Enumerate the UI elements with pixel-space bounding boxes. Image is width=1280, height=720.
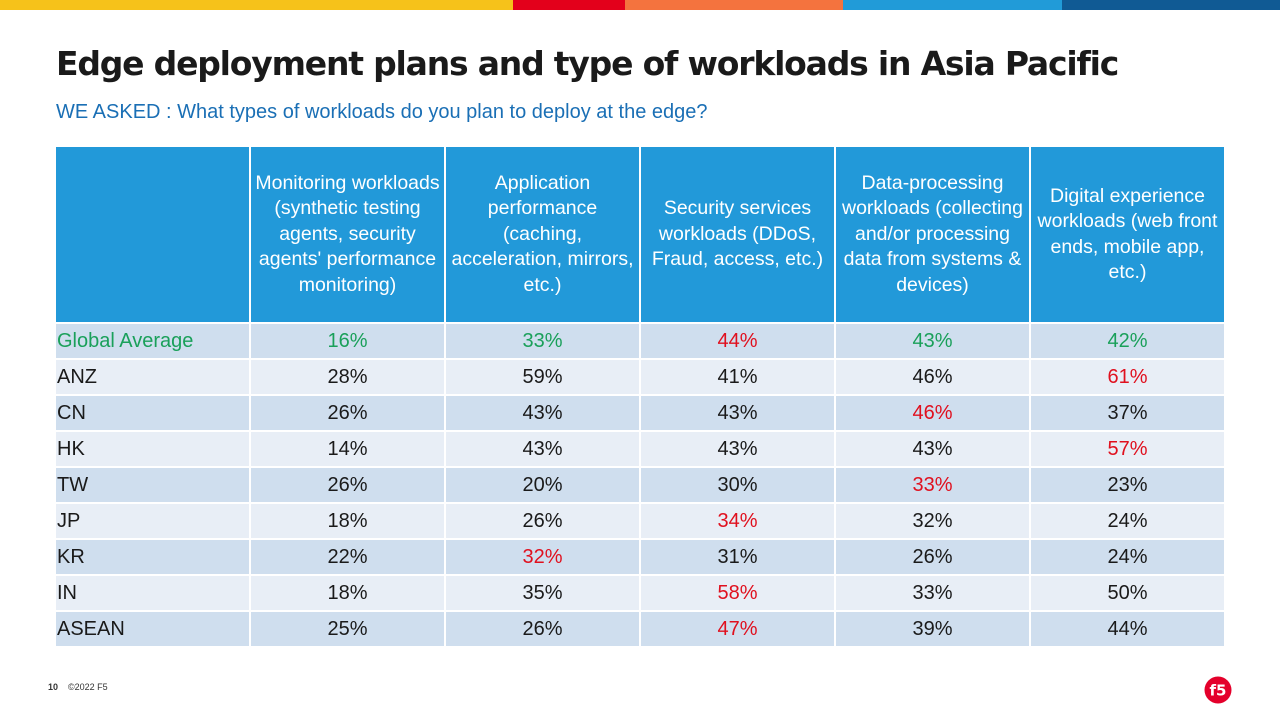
table-cell: 37% xyxy=(1031,396,1224,430)
table-cell: 44% xyxy=(641,324,834,358)
row-label: TW xyxy=(56,468,249,502)
table-row: ANZ 28% 59% 41% 46% 61% xyxy=(56,360,1224,394)
table-row: IN 18% 35% 58% 33% 50% xyxy=(56,576,1224,610)
table-cell: 59% xyxy=(446,360,639,394)
table-cell: 32% xyxy=(446,540,639,574)
row-label: ASEAN xyxy=(56,612,249,646)
table-cell: 43% xyxy=(836,432,1029,466)
f5-logo-icon: f5 xyxy=(1204,676,1232,704)
header-cell: Data-processing workloads (collecting an… xyxy=(836,147,1029,322)
footer: 10 ©2022 F5 xyxy=(48,682,108,692)
table-cell: 30% xyxy=(641,468,834,502)
table-cell: 43% xyxy=(641,432,834,466)
row-label: HK xyxy=(56,432,249,466)
table-cell: 46% xyxy=(836,360,1029,394)
survey-question: WE ASKED : What types of workloads do yo… xyxy=(56,101,708,123)
table-cell: 41% xyxy=(641,360,834,394)
table-cell: 26% xyxy=(251,396,444,430)
table-row: HK 14% 43% 43% 43% 57% xyxy=(56,432,1224,466)
table-header-row: Monitoring workloads (synthetic testing … xyxy=(56,147,1224,322)
table-cell: 25% xyxy=(251,612,444,646)
table-cell: 33% xyxy=(836,468,1029,502)
table-cell: 61% xyxy=(1031,360,1224,394)
row-label: Global Average xyxy=(56,324,249,358)
table-cell: 26% xyxy=(836,540,1029,574)
table-cell: 33% xyxy=(446,324,639,358)
table-cell: 46% xyxy=(836,396,1029,430)
table-cell: 50% xyxy=(1031,576,1224,610)
table-cell: 20% xyxy=(446,468,639,502)
row-label: IN xyxy=(56,576,249,610)
table-cell: 26% xyxy=(251,468,444,502)
color-bar-segment xyxy=(625,0,843,10)
table-row: Global Average 16% 33% 44% 43% 42% xyxy=(56,324,1224,358)
row-label: KR xyxy=(56,540,249,574)
table-row: JP 18% 26% 34% 32% 24% xyxy=(56,504,1224,538)
table-cell: 58% xyxy=(641,576,834,610)
header-cell: Monitoring workloads (synthetic testing … xyxy=(251,147,444,322)
row-label: JP xyxy=(56,504,249,538)
color-bar-segment xyxy=(1062,0,1280,10)
row-label: CN xyxy=(56,396,249,430)
table-cell: 33% xyxy=(836,576,1029,610)
table-cell: 34% xyxy=(641,504,834,538)
table-row: TW 26% 20% 30% 33% 23% xyxy=(56,468,1224,502)
table-row: KR 22% 32% 31% 26% 24% xyxy=(56,540,1224,574)
page-number: 10 xyxy=(48,682,59,692)
workloads-table: Monitoring workloads (synthetic testing … xyxy=(54,145,1226,648)
table-cell: 24% xyxy=(1031,504,1224,538)
color-bar-segment xyxy=(0,0,513,10)
header-cell xyxy=(56,147,249,322)
table-cell: 31% xyxy=(641,540,834,574)
table-cell: 35% xyxy=(446,576,639,610)
table-cell: 28% xyxy=(251,360,444,394)
logo-text: f5 xyxy=(1210,682,1227,700)
top-color-bar xyxy=(0,0,1280,10)
table-cell: 44% xyxy=(1031,612,1224,646)
table-cell: 39% xyxy=(836,612,1029,646)
table-cell: 43% xyxy=(836,324,1029,358)
row-label: ANZ xyxy=(56,360,249,394)
table-cell: 43% xyxy=(446,396,639,430)
table-cell: 47% xyxy=(641,612,834,646)
copyright: ©2022 F5 xyxy=(68,682,108,692)
page-title: Edge deployment plans and type of worklo… xyxy=(56,44,1119,83)
table-cell: 57% xyxy=(1031,432,1224,466)
table-cell: 18% xyxy=(251,504,444,538)
table-cell: 42% xyxy=(1031,324,1224,358)
header-cell: Digital experience workloads (web front … xyxy=(1031,147,1224,322)
header-cell: Security services workloads (DDoS, Fraud… xyxy=(641,147,834,322)
table-row: ASEAN 25% 26% 47% 39% 44% xyxy=(56,612,1224,646)
color-bar-segment xyxy=(513,0,625,10)
table-cell: 18% xyxy=(251,576,444,610)
table-row: CN 26% 43% 43% 46% 37% xyxy=(56,396,1224,430)
table-cell: 43% xyxy=(641,396,834,430)
table-cell: 16% xyxy=(251,324,444,358)
table-cell: 43% xyxy=(446,432,639,466)
table-cell: 14% xyxy=(251,432,444,466)
color-bar-segment xyxy=(843,0,1062,10)
table-cell: 22% xyxy=(251,540,444,574)
table-cell: 23% xyxy=(1031,468,1224,502)
table-cell: 26% xyxy=(446,612,639,646)
header-cell: Application performance (caching, accele… xyxy=(446,147,639,322)
table-cell: 24% xyxy=(1031,540,1224,574)
table-cell: 32% xyxy=(836,504,1029,538)
table-cell: 26% xyxy=(446,504,639,538)
